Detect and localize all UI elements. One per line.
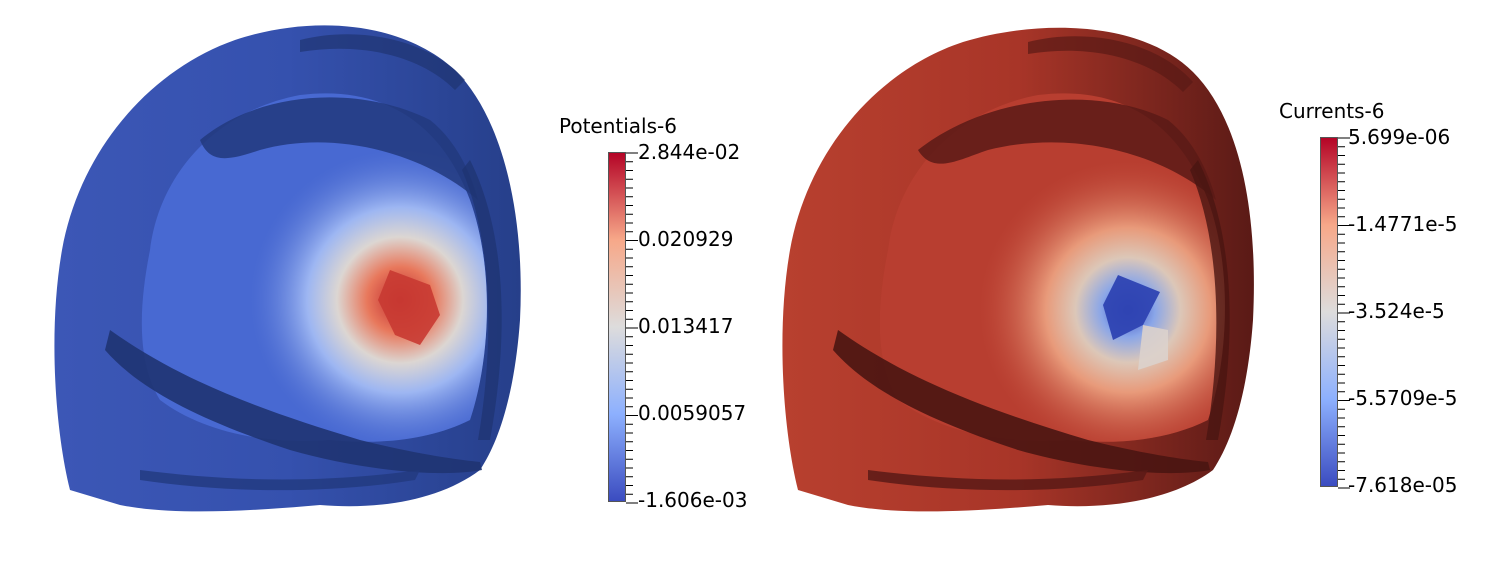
currents-label-max: 5.699e-06 [1348, 125, 1451, 149]
potentials-label-max: 2.844e-02 [638, 140, 741, 164]
currents-colorbar-title: Currents-6 [1279, 99, 1385, 123]
currents-label-3: -3.524e-5 [1348, 299, 1445, 323]
potentials-label-2: 0.020929 [638, 227, 734, 251]
currents-colorbar-ticks [1338, 137, 1350, 489]
potentials-colorbar [608, 152, 626, 502]
potentials-label-3: 0.013417 [638, 314, 734, 338]
currents-head-mesh [782, 27, 1254, 512]
potentials-colorbar-ticks [626, 152, 638, 504]
currents-colorbar [1320, 137, 1338, 487]
currents-label-min: -7.618e-05 [1348, 473, 1458, 497]
potentials-colorbar-title: Potentials-6 [559, 114, 677, 138]
potentials-head-mesh [54, 25, 521, 512]
currents-panel: Currents-6 5.699e-06 -1.4771e-5 -3.524e-… [748, 0, 1496, 574]
currents-label-2: -1.4771e-5 [1348, 212, 1458, 236]
potentials-label-min: -1.606e-03 [638, 488, 748, 512]
potentials-panel: Potentials-6 2.844e-02 0.020929 0.013417… [54, 25, 748, 512]
potentials-label-4: 0.0059057 [638, 401, 747, 425]
currents-label-4: -5.5709e-5 [1348, 386, 1458, 410]
